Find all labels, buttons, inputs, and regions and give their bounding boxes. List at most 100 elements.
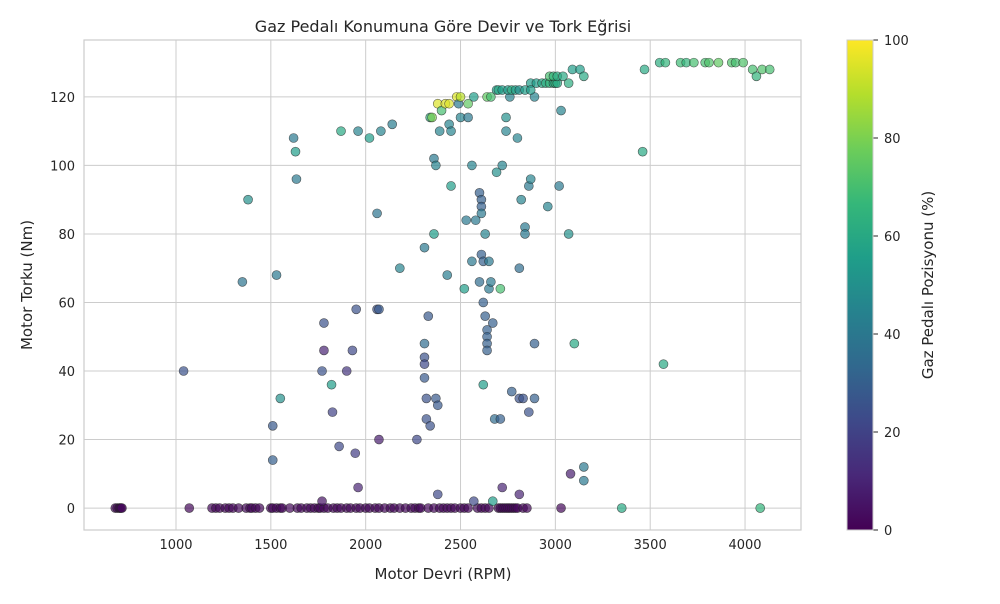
data-point [558, 71, 568, 82]
data-point [267, 421, 278, 431]
data-point [495, 283, 506, 294]
data-point [419, 338, 430, 349]
x-tick-label: 3500 [634, 538, 667, 553]
data-point [290, 146, 301, 157]
data-point [317, 366, 327, 376]
data-point [467, 160, 477, 171]
data-point [478, 297, 489, 308]
data-point [579, 462, 589, 472]
data-point [639, 64, 650, 75]
x-axis-label: Motor Devri (RPM) [375, 565, 512, 583]
colorbar [846, 39, 874, 531]
data-point [495, 414, 506, 424]
colorbar-label: Gaz Pedalı Pozisyonu (%) [919, 191, 937, 379]
data-point [351, 304, 361, 315]
data-point [336, 126, 346, 136]
data-point [117, 503, 127, 513]
data-point [563, 229, 574, 239]
y-tick-label: 120 [50, 91, 75, 106]
data-point [755, 503, 766, 513]
data-point [522, 503, 532, 513]
data-point [525, 85, 536, 95]
data-point [501, 126, 511, 136]
data-point [524, 407, 534, 417]
data-point [556, 503, 566, 513]
data-point [764, 64, 775, 75]
y-tick-label: 60 [58, 296, 75, 311]
data-point [427, 112, 437, 123]
x-tick-label: 2500 [444, 538, 477, 553]
data-point [637, 146, 648, 157]
x-tick-label: 1500 [254, 538, 287, 553]
data-point [480, 229, 490, 239]
data-point [518, 393, 528, 404]
data-point [459, 283, 470, 294]
data-point [432, 489, 443, 500]
data-point [267, 455, 278, 465]
data-point [487, 496, 498, 507]
data-point [288, 133, 299, 143]
data-point [317, 496, 327, 507]
data-point [463, 98, 473, 109]
data-point [565, 469, 576, 479]
y-tick-label: 0 [67, 502, 75, 517]
colorbar-tick-label: 80 [884, 132, 901, 147]
data-point [461, 215, 472, 226]
data-point [514, 489, 525, 500]
data-point [689, 57, 699, 68]
data-point [512, 133, 523, 143]
x-tick-label: 3000 [539, 538, 572, 553]
data-point [514, 263, 525, 274]
data-point [463, 503, 473, 513]
data-point [431, 160, 441, 171]
data-point [347, 345, 358, 356]
data-point [387, 119, 398, 130]
data-point [374, 304, 384, 315]
data-point [525, 174, 536, 184]
data-point [491, 167, 502, 178]
data-point [444, 98, 454, 109]
colorbar-tick-label: 40 [884, 328, 901, 343]
data-point [497, 160, 508, 171]
data-point [237, 277, 248, 287]
data-point [334, 441, 344, 452]
data-point [275, 393, 286, 404]
data-point [419, 359, 430, 369]
chart-title: Gaz Pedalı Konumuna Göre Devir ve Tork E… [255, 17, 631, 36]
data-point [563, 78, 574, 88]
y-tick-label: 80 [58, 228, 75, 243]
data-point [319, 318, 329, 328]
colorbar-tick-label: 20 [884, 426, 901, 441]
data-point [446, 126, 456, 136]
colorbar-tick-label: 100 [884, 34, 909, 49]
y-tick-label: 100 [50, 159, 75, 174]
data-point [484, 256, 494, 267]
data-point [184, 503, 195, 513]
data-point [497, 482, 508, 493]
data-point [616, 503, 627, 513]
data-point [271, 270, 282, 280]
data-point [326, 379, 337, 390]
data-point [291, 174, 302, 184]
data-point [579, 475, 589, 486]
data-point [542, 201, 553, 212]
data-point [704, 57, 714, 68]
plot-frame [83, 39, 802, 531]
data-point [319, 345, 329, 356]
y-tick-label: 40 [58, 365, 75, 380]
data-point [425, 421, 435, 431]
data-point [372, 208, 382, 219]
data-point [423, 311, 434, 321]
data-point [467, 256, 477, 267]
colorbar-tick-label: 60 [884, 230, 901, 245]
data-point [353, 126, 363, 136]
data-point [751, 71, 762, 82]
y-axis-label: Motor Torku (Nm) [18, 220, 36, 350]
data-point [419, 242, 430, 253]
data-point [429, 229, 439, 239]
data-point [243, 194, 253, 205]
data-point [468, 496, 479, 507]
data-point [486, 92, 496, 102]
